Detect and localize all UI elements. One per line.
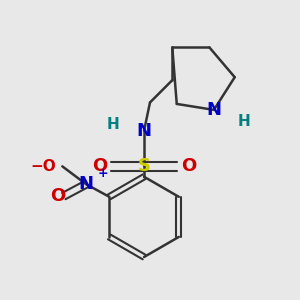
Text: N: N (79, 175, 94, 193)
Text: O: O (50, 187, 65, 205)
Text: S: S (138, 157, 151, 175)
Text: N: N (136, 122, 152, 140)
Text: H: H (106, 117, 119, 132)
Text: +: + (97, 167, 108, 180)
Text: N: N (206, 101, 221, 119)
Text: H: H (237, 114, 250, 129)
Text: −O: −O (30, 159, 56, 174)
Text: O: O (181, 157, 196, 175)
Text: O: O (92, 157, 107, 175)
